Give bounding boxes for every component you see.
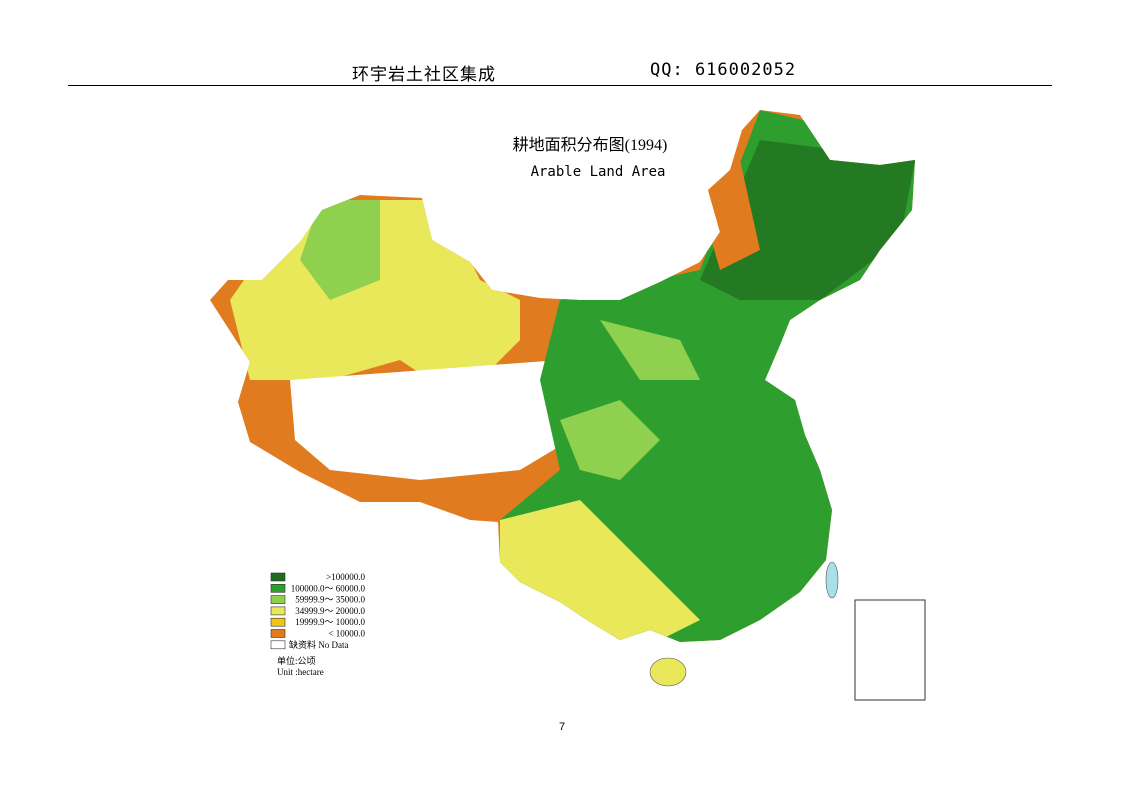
legend-label: >100000.0 bbox=[326, 572, 365, 582]
legend-label: 19999.9～ 10000.0 bbox=[295, 617, 365, 627]
legend-swatch bbox=[270, 572, 286, 582]
legend-swatch bbox=[270, 629, 286, 638]
taiwan bbox=[825, 561, 839, 599]
unit-en: Unit :hectare bbox=[277, 667, 324, 677]
header-rule bbox=[68, 85, 1052, 86]
map-regions bbox=[210, 110, 915, 642]
legend-swatch bbox=[270, 617, 286, 627]
map-subtitle: Arable Land Area bbox=[531, 164, 666, 180]
header-right: QQ: 616002052 bbox=[650, 60, 797, 80]
legend-label: 缺资料 No Data bbox=[289, 639, 349, 650]
header-left: 环宇岩土社区集成 bbox=[352, 65, 496, 85]
legend-label: 59999.9～ 35000.0 bbox=[295, 595, 365, 605]
map-title: 耕地面积分布图(1994) bbox=[513, 136, 668, 154]
hainan bbox=[649, 657, 687, 687]
legend-label: 100000.0～ 60000.0 bbox=[291, 583, 366, 593]
legend-swatch bbox=[270, 640, 286, 650]
legend-label: 34999.9～ 20000.0 bbox=[295, 606, 365, 616]
inset-box bbox=[854, 599, 926, 701]
legend-swatch bbox=[270, 606, 286, 616]
legend-label: < 10000.0 bbox=[328, 629, 365, 639]
legend-swatch bbox=[270, 583, 286, 593]
unit-zh: 单位:公顷 bbox=[277, 655, 316, 666]
legend-swatch bbox=[270, 595, 286, 604]
page-number: 7 bbox=[558, 721, 566, 733]
